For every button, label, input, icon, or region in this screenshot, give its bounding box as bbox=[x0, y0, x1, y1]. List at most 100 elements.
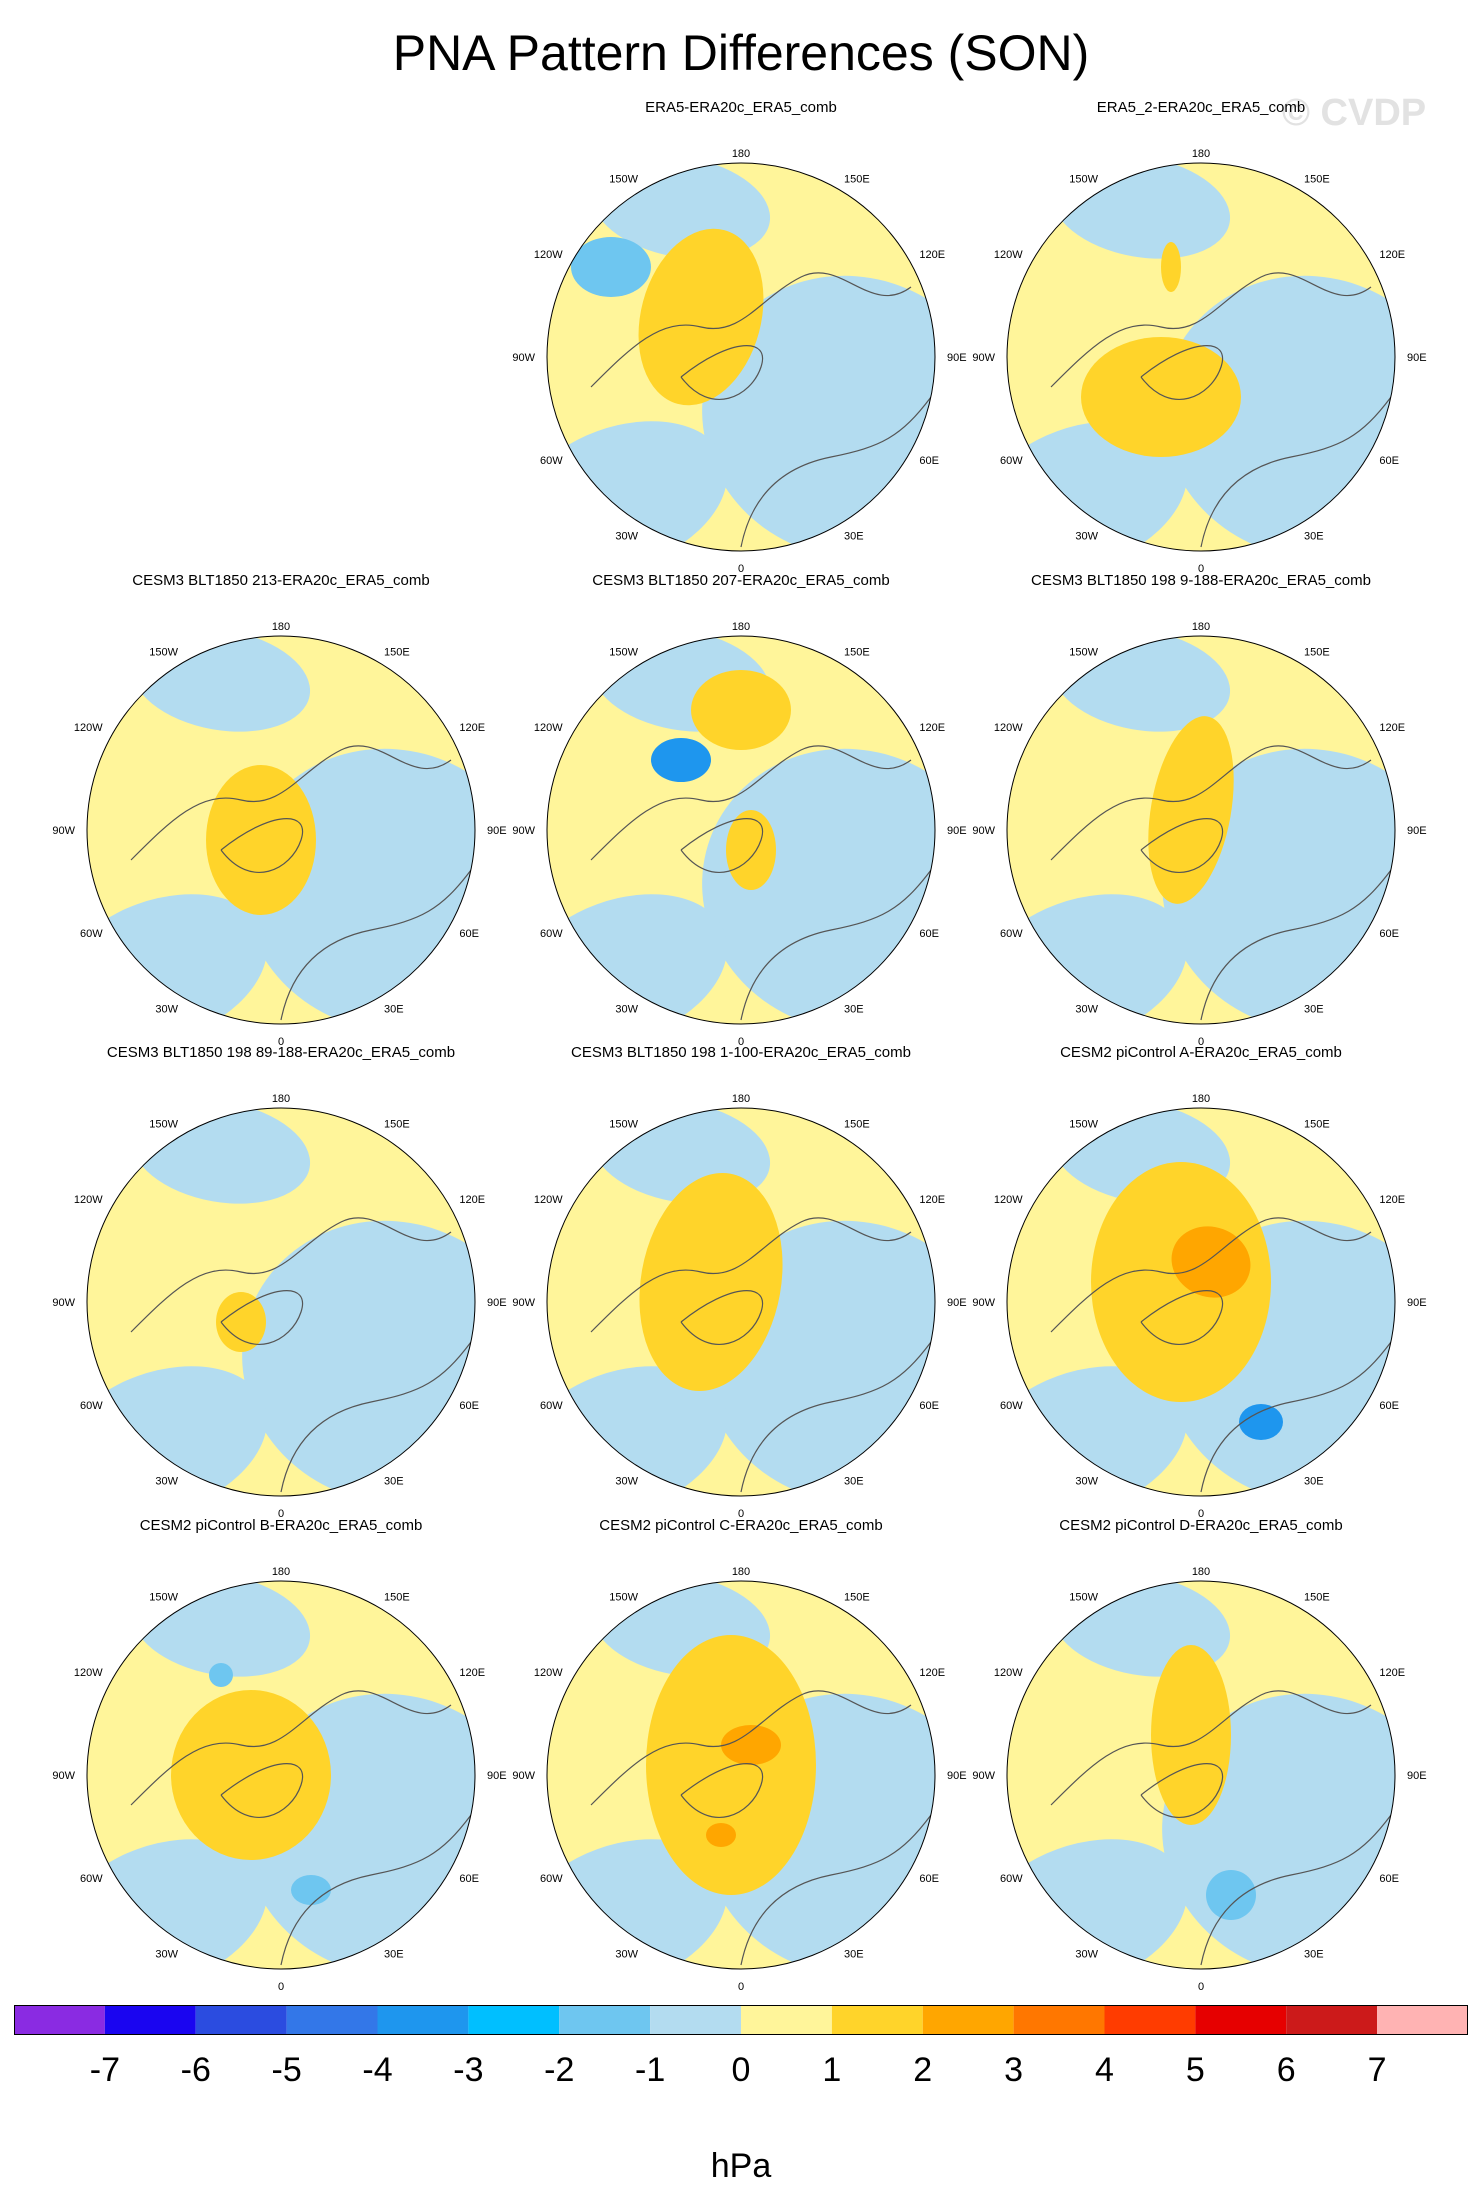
anomaly-region bbox=[1151, 1645, 1231, 1825]
longitude-label: 90W bbox=[52, 1770, 75, 1782]
colorbar: -7 -6 -5 -4 -3 -2 -1 0 1 2 3 4 5 6 7 bbox=[14, 2005, 1468, 2089]
anomaly-region bbox=[721, 1725, 781, 1765]
colorbar-swatch bbox=[1013, 2005, 1105, 2035]
colorbar-tick-label: -4 bbox=[362, 2051, 392, 2089]
longitude-label: 120E bbox=[919, 722, 945, 734]
longitude-label: 120E bbox=[459, 722, 485, 734]
longitude-label: 150W bbox=[149, 1592, 178, 1604]
map-border bbox=[1006, 635, 1396, 1025]
longitude-label: 0 bbox=[1198, 1036, 1204, 1048]
longitude-label: 60E bbox=[459, 1400, 479, 1412]
longitude-label: 180 bbox=[732, 1093, 750, 1105]
map-border bbox=[1006, 1107, 1396, 1497]
longitude-label: 90W bbox=[512, 1297, 535, 1309]
longitude-label: 60E bbox=[1379, 1873, 1399, 1885]
longitude-label: 150E bbox=[844, 647, 870, 659]
anomaly-region bbox=[706, 1823, 736, 1847]
field-layer bbox=[87, 636, 475, 1024]
anomaly-region bbox=[646, 1635, 816, 1895]
longitude-label: 180 bbox=[1192, 1093, 1210, 1105]
colorbar-swatch bbox=[1195, 2005, 1287, 2035]
panel-title: CESM3 BLT1850 198 9-188-ERA20c_ERA5_comb bbox=[1031, 572, 1371, 589]
colorbar-swatch bbox=[1104, 2005, 1196, 2035]
colorbar-swatch bbox=[831, 2005, 923, 2035]
colorbar-swatch bbox=[1377, 2005, 1468, 2035]
anomaly-region bbox=[638, 228, 764, 406]
anomaly-region bbox=[291, 1875, 331, 1905]
longitude-label: 180 bbox=[272, 1093, 290, 1105]
colorbar-tick-label: 2 bbox=[913, 2051, 932, 2089]
longitude-label: 120E bbox=[459, 1194, 485, 1206]
longitude-label: 90E bbox=[947, 352, 967, 364]
longitude-label: 0 bbox=[1198, 1508, 1204, 1520]
longitude-label: 30W bbox=[1075, 1003, 1098, 1015]
longitude-label: 30E bbox=[1304, 1003, 1324, 1015]
longitude-label: 120E bbox=[1379, 722, 1405, 734]
anomaly-region bbox=[726, 810, 776, 890]
longitude-label: 60E bbox=[1379, 928, 1399, 940]
longitude-label: 30W bbox=[615, 1948, 638, 1960]
longitude-label: 120W bbox=[994, 722, 1023, 734]
map-border bbox=[86, 635, 476, 1025]
longitude-label: 120W bbox=[74, 722, 103, 734]
anomaly-region bbox=[1206, 1870, 1256, 1920]
polar-map: 180 0 150W 150E 120W 120E 90W 90E 60W 60E 30W 30E bbox=[52, 1093, 506, 1520]
longitude-label: 30E bbox=[844, 530, 864, 542]
colorbar-outline bbox=[14, 2005, 1468, 2035]
longitude-label: 120W bbox=[994, 1194, 1023, 1206]
longitude-label: 0 bbox=[1198, 563, 1204, 575]
map-border bbox=[546, 1107, 936, 1497]
longitude-label: 180 bbox=[1192, 621, 1210, 633]
longitude-label: 90E bbox=[947, 1770, 967, 1782]
field-layer bbox=[547, 1108, 935, 1496]
colorbar-tick-label: 7 bbox=[1368, 2051, 1387, 2089]
longitude-label: 90E bbox=[1407, 1770, 1427, 1782]
longitude-label: 180 bbox=[1192, 1566, 1210, 1578]
figure-title: PNA Pattern Differences (SON) bbox=[392, 25, 1090, 81]
longitude-label: 30W bbox=[1075, 530, 1098, 542]
longitude-label: 0 bbox=[1198, 1981, 1204, 1993]
longitude-label: 30E bbox=[384, 1475, 404, 1487]
longitude-label: 30E bbox=[844, 1475, 864, 1487]
longitude-label: 30W bbox=[1075, 1948, 1098, 1960]
colorbar-tick-label: -1 bbox=[635, 2051, 665, 2089]
panel-title: CESM2 piControl A-ERA20c_ERA5_comb bbox=[1060, 1044, 1342, 1061]
colorbar-tick-label: 5 bbox=[1186, 2051, 1205, 2089]
field-layer bbox=[1007, 1108, 1395, 1496]
longitude-label: 60W bbox=[540, 1400, 563, 1412]
longitude-label: 60E bbox=[919, 928, 939, 940]
longitude-label: 90W bbox=[512, 1770, 535, 1782]
field-layer bbox=[547, 1581, 935, 1969]
longitude-label: 60E bbox=[919, 455, 939, 467]
colorbar-tick-label: -7 bbox=[90, 2051, 120, 2089]
colorbar-tick-label: 0 bbox=[732, 2051, 751, 2089]
field-layer bbox=[87, 1108, 475, 1496]
coastline bbox=[130, 745, 472, 1021]
longitude-label: 90W bbox=[972, 825, 995, 837]
longitude-label: 60W bbox=[540, 928, 563, 940]
colorbar-tick-label: 6 bbox=[1277, 2051, 1296, 2089]
longitude-label: 30W bbox=[155, 1475, 178, 1487]
polar-map: 180 0 150W 150E 120W 120E 90W 90E 60W 60E 30W 30E bbox=[972, 148, 1426, 575]
coastline bbox=[1050, 1690, 1392, 1966]
longitude-label: 30E bbox=[844, 1948, 864, 1960]
map-border bbox=[86, 1580, 476, 1970]
longitude-label: 90E bbox=[947, 825, 967, 837]
longitude-label: 150W bbox=[609, 1592, 638, 1604]
longitude-label: 150W bbox=[1069, 174, 1098, 186]
coastline bbox=[590, 1690, 932, 1966]
longitude-label: 120W bbox=[994, 1667, 1023, 1679]
longitude-label: 0 bbox=[738, 1036, 744, 1048]
longitude-label: 150W bbox=[609, 647, 638, 659]
cvdp-watermark: © CVDP bbox=[1282, 92, 1427, 134]
longitude-label: 90W bbox=[972, 1297, 995, 1309]
panel-title: CESM3 BLT1850 207-ERA20c_ERA5_comb bbox=[592, 572, 890, 589]
anomaly-region bbox=[206, 765, 316, 915]
coastline bbox=[130, 1690, 472, 1966]
longitude-label: 60W bbox=[80, 1400, 103, 1412]
longitude-label: 60E bbox=[1379, 1400, 1399, 1412]
colorbar-swatch bbox=[286, 2005, 378, 2035]
field-layer bbox=[87, 1581, 475, 1969]
longitude-label: 60W bbox=[540, 1873, 563, 1885]
anomaly-region bbox=[1007, 259, 1021, 295]
